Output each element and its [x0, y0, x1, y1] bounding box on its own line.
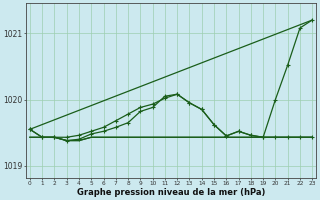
X-axis label: Graphe pression niveau de la mer (hPa): Graphe pression niveau de la mer (hPa) — [77, 188, 265, 197]
